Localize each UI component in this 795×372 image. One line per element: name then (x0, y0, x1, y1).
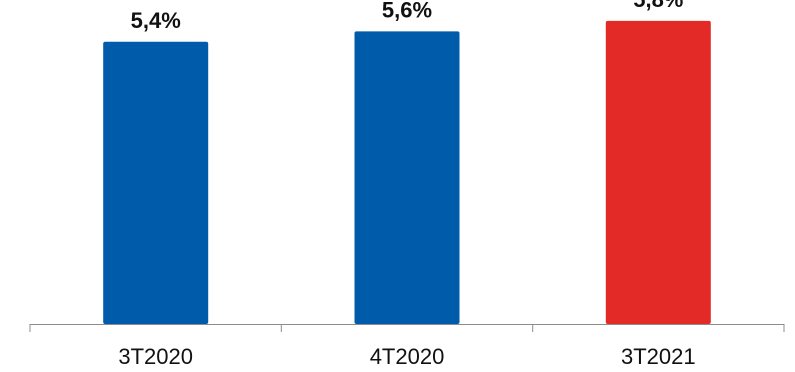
data-label-3t2021: 5,8% (633, 0, 683, 12)
x-tick-label-3t2020: 3T2020 (118, 344, 193, 369)
bars-group (103, 20, 711, 325)
x-tick-label-4t2020: 4T2020 (370, 344, 445, 369)
bar-4t2020 (354, 31, 460, 325)
x-axis (29, 324, 785, 332)
data-label-4t2020: 5,6% (382, 0, 432, 22)
data-labels-group: 5,4% 5,6% 5,8% (131, 0, 684, 33)
x-tick-label-3t2021: 3T2021 (621, 344, 696, 369)
bar-3t2021 (605, 20, 711, 325)
x-tick-labels-group: 3T2020 4T2020 3T2021 (118, 344, 695, 369)
data-label-3t2020: 5,4% (131, 8, 181, 33)
bar-3t2020 (103, 41, 209, 325)
